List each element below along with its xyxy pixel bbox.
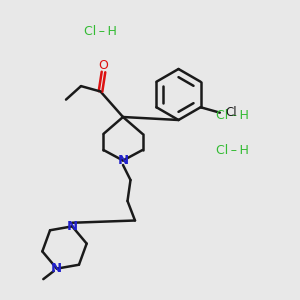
Text: N: N: [117, 154, 129, 167]
Text: O: O: [99, 59, 108, 72]
Text: Cl – H: Cl – H: [84, 25, 117, 38]
Text: Cl – H: Cl – H: [216, 143, 249, 157]
Text: N: N: [51, 262, 62, 275]
Text: Cl: Cl: [226, 106, 237, 119]
Text: Cl – H: Cl – H: [216, 109, 249, 122]
Text: N: N: [67, 220, 78, 233]
